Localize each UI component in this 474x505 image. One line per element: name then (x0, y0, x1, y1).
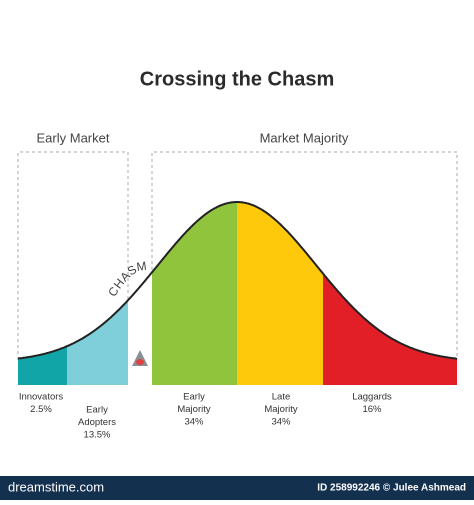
segment-share: 34% (271, 417, 291, 428)
shark-icon (132, 350, 148, 366)
group-box (151, 151, 458, 360)
segment-label: Early (86, 405, 108, 416)
segment-share: 16% (362, 404, 382, 415)
segment-share: 34% (184, 417, 204, 428)
segment-label: Innovators (19, 392, 64, 403)
footer-site: dreamstime.com (8, 479, 104, 494)
footer-credit: ID 258992246 © Julee Ashmead (317, 483, 466, 494)
group-label: Market Majority (260, 130, 349, 145)
bell-curve (17, 201, 458, 360)
segment-label: Early (183, 392, 205, 403)
segment-area (323, 273, 457, 385)
footer-bar (0, 476, 474, 500)
group-box (17, 151, 129, 360)
segment-label: Laggards (352, 392, 392, 403)
group-label: Early Market (37, 130, 110, 145)
segment-share: 2.5% (30, 404, 52, 415)
segment-share: 13.5% (84, 430, 111, 441)
segment-area (18, 346, 67, 385)
segment-label: Adopters (78, 417, 116, 428)
title: Crossing the Chasm (140, 68, 334, 90)
curve (17, 201, 458, 385)
segment-label: Late (272, 392, 291, 403)
segment-area (67, 300, 128, 385)
segment-label: Majority (177, 404, 211, 415)
segment-label: Majority (264, 404, 298, 415)
